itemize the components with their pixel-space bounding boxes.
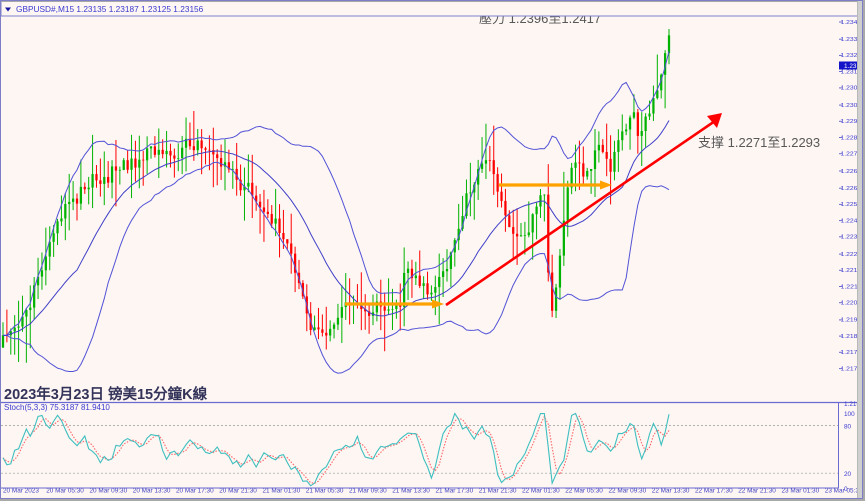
- svg-text:20 Mar 09:30: 20 Mar 09:30: [90, 488, 128, 495]
- svg-text:21 Mar 01:30: 21 Mar 01:30: [263, 488, 301, 495]
- svg-text:GBPUSD#,M15 1.23135 1.23187: GBPUSD#,M15 1.23135 1.23187 1.23125 1.23…: [16, 4, 204, 14]
- svg-text:20 Mar 13:30: 20 Mar 13:30: [133, 488, 171, 495]
- svg-text:20 Mar 17:30: 20 Mar 17:30: [176, 488, 214, 495]
- svg-text:20 Mar 05:30: 20 Mar 05:30: [46, 488, 84, 495]
- svg-text:22 Mar 01:30: 22 Mar 01:30: [522, 488, 560, 495]
- svg-text:20 Mar 21:30: 20 Mar 21:30: [219, 488, 257, 495]
- svg-text:21 Mar 09:30: 21 Mar 09:30: [349, 488, 387, 495]
- svg-text:2023年3月23日 镑美15分鐘K線: 2023年3月23日 镑美15分鐘K線: [4, 385, 208, 403]
- svg-text:22 Mar 21:30: 22 Mar 21:30: [738, 488, 776, 495]
- svg-text:支撑 1.2271至1.2293: 支撑 1.2271至1.2293: [698, 135, 820, 150]
- svg-text:22 Mar 09:30: 22 Mar 09:30: [609, 488, 647, 495]
- svg-text:21 Mar 05:30: 21 Mar 05:30: [306, 488, 344, 495]
- svg-text:21 Mar 13:30: 21 Mar 13:30: [392, 488, 430, 495]
- svg-text:22 Mar 17:30: 22 Mar 17:30: [695, 488, 733, 495]
- svg-text:100: 100: [844, 411, 855, 418]
- svg-text:0: 0: [844, 486, 848, 493]
- svg-text:20 Mar 2023: 20 Mar 2023: [3, 488, 39, 495]
- svg-text:22 Mar 13:30: 22 Mar 13:30: [652, 488, 690, 495]
- svg-text:21 Mar 21:30: 21 Mar 21:30: [479, 488, 517, 495]
- svg-text:Stoch(5,3,3) 75.3187 81.9410: Stoch(5,3,3) 75.3187 81.9410: [4, 403, 110, 412]
- svg-text:20: 20: [844, 471, 852, 478]
- svg-text:23 Mar 01:30: 23 Mar 01:30: [782, 488, 820, 495]
- svg-text:22 Mar 05:30: 22 Mar 05:30: [565, 488, 603, 495]
- svg-text:21 Mar 17:30: 21 Mar 17:30: [436, 488, 474, 495]
- svg-text:80: 80: [844, 424, 852, 431]
